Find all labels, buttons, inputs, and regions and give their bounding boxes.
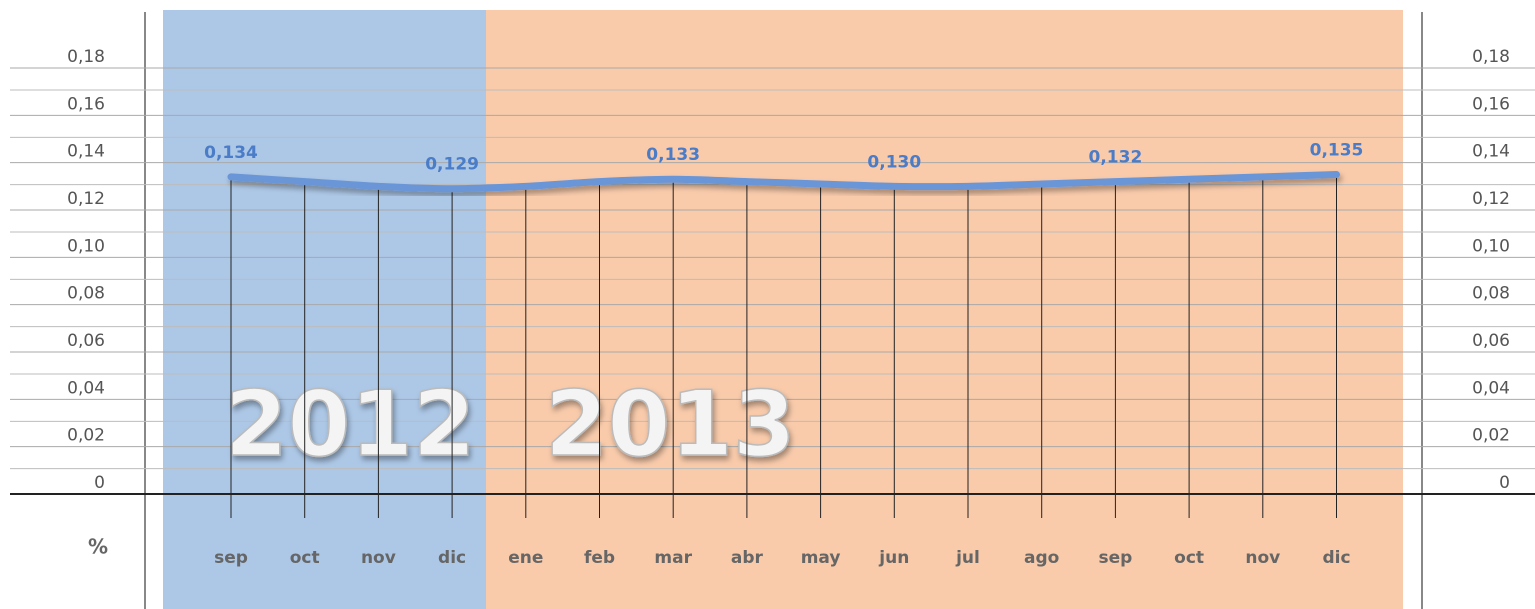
value-label: 0,129	[425, 155, 479, 175]
band-2012	[163, 10, 486, 609]
y-tick-label: 0,14	[67, 142, 105, 162]
x-tick-label: dic	[1322, 548, 1350, 568]
x-tick-label: mar	[654, 548, 692, 568]
y-tick-label: 0,02	[67, 426, 105, 446]
grid	[10, 67, 1535, 470]
x-tick-label: nov	[361, 548, 396, 568]
x-tick-label: nov	[1245, 548, 1280, 568]
y-tick-label-right: 0,18	[1472, 47, 1510, 67]
value-label: 0,132	[1089, 148, 1143, 168]
x-tick-label: feb	[584, 548, 615, 568]
y-tick-label-right: 0,12	[1472, 189, 1510, 209]
band-2013	[486, 10, 1403, 609]
y-tick-label: 0,08	[67, 284, 105, 304]
value-label: 0,130	[867, 152, 921, 172]
y-tick-label: 0	[94, 473, 105, 493]
x-tick-label: sep	[214, 548, 248, 568]
year-label: 2012	[225, 372, 476, 477]
x-tick-label: abr	[731, 548, 764, 568]
x-tick-label: jun	[878, 548, 909, 568]
y-tick-label-right: 0,16	[1472, 94, 1510, 114]
x-tick-label: oct	[290, 548, 320, 568]
x-tick-label: oct	[1174, 548, 1204, 568]
y-tick-label-right: 0,02	[1472, 426, 1510, 446]
y-tick-label: 0,10	[67, 236, 105, 256]
x-tick-label: jul	[955, 548, 980, 568]
value-label: 0,134	[204, 143, 258, 163]
x-tick-label: dic	[438, 548, 466, 568]
x-tick-label: ago	[1024, 548, 1059, 568]
y-tick-label-right: 0,08	[1472, 284, 1510, 304]
y-tick-label-right: 0,04	[1472, 378, 1510, 398]
y-tick-label-right: 0,10	[1472, 236, 1510, 256]
series-line	[227, 171, 1340, 193]
y-tick-label: 0,16	[67, 94, 105, 114]
unit-label: %	[88, 535, 108, 559]
y-tick-label: 0,12	[67, 189, 105, 209]
y-tick-label-right: 0,14	[1472, 142, 1510, 162]
x-tick-label: may	[801, 548, 841, 568]
y-tick-label-right: 0	[1499, 473, 1510, 493]
value-label: 0,135	[1310, 141, 1364, 161]
y-tick-label: 0,04	[67, 378, 105, 398]
y-tick-label-right: 0,06	[1472, 331, 1510, 351]
y-tick-label: 0,18	[67, 47, 105, 67]
x-tick-label: sep	[1098, 548, 1132, 568]
value-label: 0,133	[646, 145, 700, 165]
year-label: 2013	[545, 372, 796, 477]
y-tick-label: 0,06	[67, 331, 105, 351]
x-tick-label: ene	[508, 548, 543, 568]
